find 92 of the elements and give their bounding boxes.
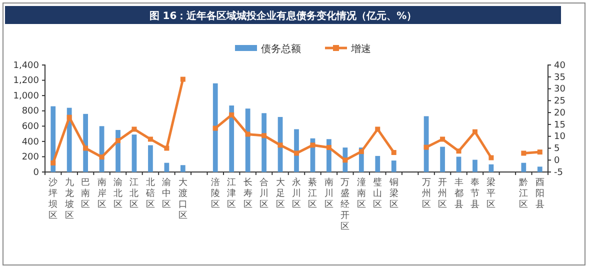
bar: [456, 156, 462, 172]
point: [212, 126, 218, 131]
point: [116, 138, 121, 144]
point: [83, 146, 88, 151]
bar: [391, 160, 396, 172]
bar: [521, 162, 526, 172]
point: [180, 76, 186, 82]
point: [326, 145, 332, 150]
point: [440, 136, 446, 142]
y2-tick-label: 25: [554, 96, 566, 107]
bar: [488, 164, 494, 172]
x-tick-label: 万州区: [422, 178, 431, 210]
point: [537, 150, 542, 155]
x-tick-label: 奉节县: [470, 177, 480, 210]
y-tick-label: 400: [22, 137, 40, 148]
point: [342, 158, 348, 163]
point: [294, 150, 299, 156]
x-tick-label: 九龙坡区: [64, 177, 74, 221]
bar: [229, 106, 234, 172]
bar: [440, 146, 445, 172]
bar: [375, 156, 380, 172]
x-tick-label: 潼南区: [356, 177, 366, 210]
y-tick-label: 600: [22, 122, 40, 132]
y2-tick-label: 10: [554, 132, 566, 142]
y2-tick-label: 20: [554, 108, 566, 118]
point: [278, 142, 283, 148]
bar: [537, 166, 542, 172]
y2-tick-label: 40: [554, 60, 566, 71]
point: [521, 150, 526, 156]
point: [358, 149, 364, 154]
x-tick-label: 北碚区: [144, 177, 155, 210]
point: [148, 136, 153, 142]
x-tick-label: 巴南区: [81, 178, 90, 210]
y2-tick-label: 5: [554, 144, 560, 154]
point: [472, 129, 478, 134]
point: [245, 132, 250, 137]
bar: [164, 162, 170, 172]
x-tick-label: 璧山区: [373, 177, 382, 210]
bar: [180, 165, 186, 172]
point: [229, 112, 234, 118]
x-tick-label: 万盛经开区: [340, 178, 350, 232]
point: [391, 150, 396, 155]
x-tick-label: 永川区: [292, 177, 301, 210]
y2-tick-label: 0: [554, 156, 560, 166]
bar: [472, 160, 478, 172]
x-tick-label: 大渡口区: [178, 177, 188, 221]
point: [262, 133, 267, 138]
point: [375, 126, 380, 132]
y2-tick-label: -5: [554, 168, 563, 178]
x-tick-label: 綦江区: [308, 177, 318, 210]
point: [50, 160, 56, 166]
x-tick-label: 沙坪坝区: [48, 177, 58, 221]
y-tick-label: 0: [33, 168, 40, 178]
point: [310, 142, 316, 148]
point: [132, 126, 137, 132]
point: [99, 154, 104, 160]
bar: [132, 134, 137, 172]
bar: [212, 83, 218, 172]
point: [456, 148, 462, 154]
chart-title: 图 16：近年各区域城投企业有息债务变化情况（亿元、%）: [149, 10, 417, 22]
y2-tick-label: 35: [554, 72, 566, 83]
bar: [148, 145, 153, 172]
y-tick-label: 800: [22, 106, 40, 117]
y2-tick-label: 15: [554, 120, 566, 130]
x-tick-label: 大足区: [276, 177, 285, 210]
x-tick-label: 渝北区: [114, 177, 123, 210]
x-tick-label: 丰都县: [454, 177, 464, 210]
x-tick-label: 铜梁区: [388, 177, 398, 210]
y-tick-label: 1,400: [13, 60, 40, 71]
x-tick-label: 江北区: [130, 177, 139, 210]
point: [66, 114, 72, 120]
x-tick-label: 渝中区: [162, 177, 172, 210]
x-tick-label: 酉阳县: [535, 178, 544, 210]
x-tick-label: 梁平区: [486, 177, 496, 210]
point: [488, 155, 494, 160]
x-tick-label: 开州区: [438, 178, 448, 210]
legend-label: 债务总额: [261, 43, 301, 55]
x-tick-label: 长寿区: [243, 177, 252, 210]
x-tick-label: 合川区: [260, 177, 269, 210]
y2-tick-label: 30: [554, 84, 566, 95]
y-tick-label: 1,000: [13, 91, 40, 102]
x-tick-label: 黔江区: [518, 177, 528, 210]
x-tick-label: 江津区: [227, 177, 236, 210]
x-tick-label: 南岸区: [97, 177, 106, 210]
x-tick-label: 南川区: [324, 177, 334, 210]
y-tick-label: 1,200: [13, 76, 40, 86]
point: [424, 144, 429, 150]
y-tick-label: 200: [22, 152, 40, 163]
point: [164, 146, 170, 151]
bar: [245, 108, 250, 172]
x-tick-label: 涪陵区: [210, 177, 220, 210]
legend-label: 增速: [350, 43, 371, 55]
